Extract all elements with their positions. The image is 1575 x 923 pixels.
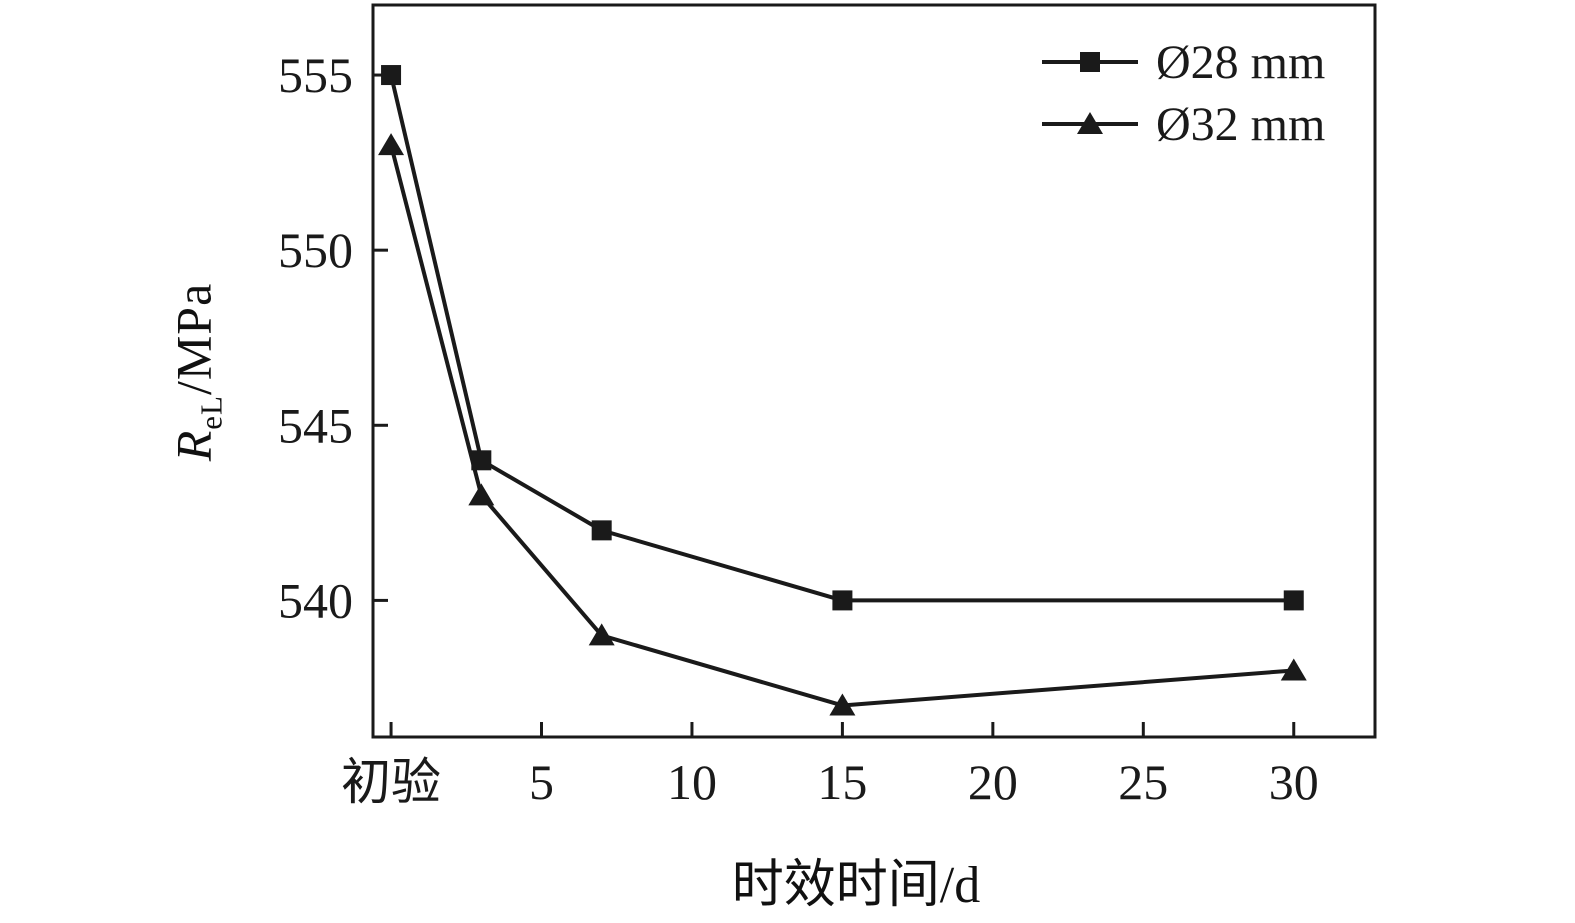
square-marker <box>832 590 853 611</box>
y-tick-label: 540 <box>278 572 353 628</box>
legend-label: Ø28 mm <box>1156 36 1325 89</box>
square-marker <box>1080 52 1100 72</box>
y-axis-symbol: R <box>165 429 222 462</box>
series-line <box>389 74 1294 603</box>
legend-label: Ø32 mm <box>1156 98 1325 151</box>
y-tick-label: 545 <box>278 397 353 453</box>
square-marker <box>591 520 612 541</box>
triangle-marker <box>829 693 856 716</box>
x-tick-label: 15 <box>817 754 867 810</box>
series-square <box>381 65 1304 611</box>
x-tick-label: 20 <box>968 754 1018 810</box>
x-axis-title: 时效时间/d <box>731 857 981 914</box>
legend-item: Ø32 mm <box>1042 98 1325 151</box>
x-tick-label: 5 <box>529 754 554 810</box>
x-tick-label: 初验 <box>341 754 441 810</box>
legend: Ø28 mm Ø32 mm <box>1042 36 1325 151</box>
legend-item: Ø28 mm <box>1042 36 1325 89</box>
x-tick-label: 30 <box>1269 754 1319 810</box>
plot-border <box>371 3 1377 739</box>
square-marker <box>1283 590 1304 611</box>
series-line <box>389 144 1294 708</box>
series-triangle <box>378 133 1307 716</box>
triangle-marker <box>468 483 495 506</box>
y-tick-label: 550 <box>278 222 353 278</box>
square-marker <box>381 65 402 86</box>
x-tick-label: 10 <box>667 754 717 810</box>
triangle-marker <box>588 623 615 646</box>
triangle-marker <box>1077 112 1103 134</box>
triangle-marker <box>378 133 405 156</box>
x-tick-label: 25 <box>1118 754 1168 810</box>
y-axis-unit: /MPa <box>165 282 222 396</box>
y-axis-title: ReL/MPa <box>165 283 230 462</box>
y-tick-label: 555 <box>278 47 353 103</box>
y-axis-subscript: eL <box>193 395 229 430</box>
square-marker <box>471 450 492 471</box>
triangle-marker <box>1280 658 1307 681</box>
